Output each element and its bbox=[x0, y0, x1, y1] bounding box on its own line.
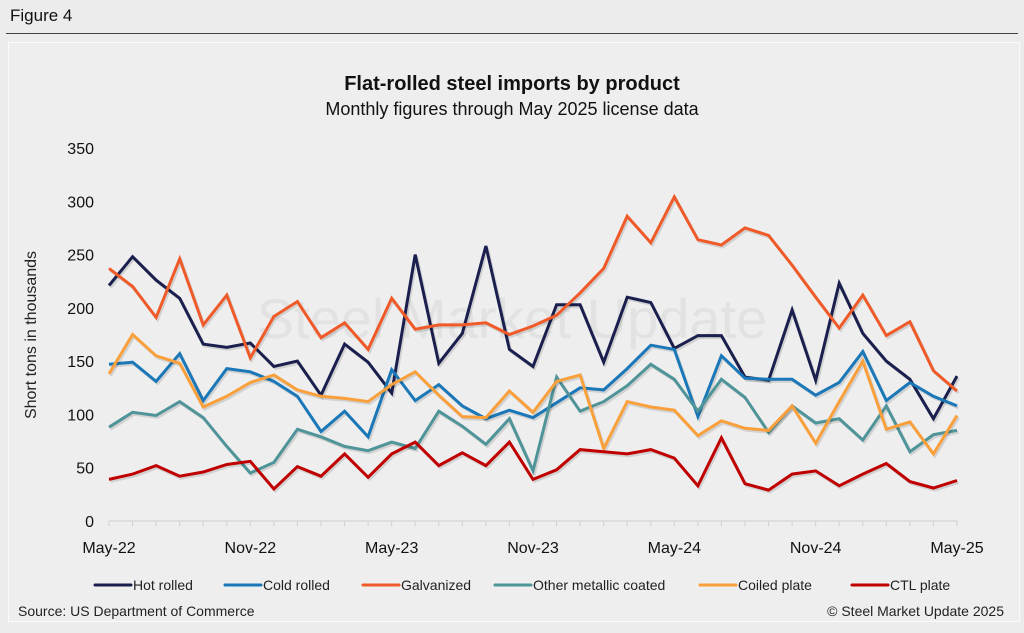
chart-title: Flat-rolled steel imports by product bbox=[344, 73, 680, 95]
x-tick-label: May-24 bbox=[648, 540, 701, 557]
y-tick-label: 100 bbox=[67, 407, 94, 424]
x-tick-label: May-25 bbox=[930, 540, 983, 557]
y-tick-label: 150 bbox=[67, 354, 94, 371]
series-line-hot-rolled bbox=[107, 245, 959, 422]
y-tick-label: 0 bbox=[85, 514, 94, 531]
series-line-other-metallic-coated bbox=[108, 362, 958, 476]
y-tick-label: 50 bbox=[76, 461, 94, 478]
y-tick-label: 350 bbox=[67, 141, 94, 158]
series-lines bbox=[107, 193, 960, 494]
legend-label: Hot rolled bbox=[133, 577, 193, 593]
legend: Hot rolled Cold rolled Galvanized Other met… bbox=[93, 577, 950, 593]
series-line-galvanized bbox=[108, 193, 958, 393]
legend-label: Coiled plate bbox=[738, 577, 812, 593]
legend-label: Galvanized bbox=[401, 577, 471, 593]
series-line-coiled-plate bbox=[107, 332, 959, 457]
figure-divider bbox=[6, 33, 1018, 34]
figure-label: Figure 4 bbox=[10, 6, 73, 25]
watermark: Steel Market Update bbox=[257, 287, 767, 350]
x-axis: May-22 Nov-22 May-23 Nov-23 May-24 Nov-24 May-… bbox=[82, 520, 984, 557]
y-axis: 0 50 100 150 200 250 300 350 Short tons in thous… bbox=[23, 141, 94, 531]
legend-item: Other metallic coated bbox=[493, 577, 665, 593]
y-tick-label: 200 bbox=[67, 301, 94, 318]
watermark-text: Steel Market Update bbox=[257, 287, 767, 350]
copyright-note: © Steel Market Update 2025 bbox=[827, 603, 1004, 619]
series-shadow bbox=[109, 364, 959, 478]
chart-subtitle: Monthly figures through May 2025 license… bbox=[325, 99, 699, 119]
series-shadow bbox=[109, 334, 960, 459]
x-tick-label: May-22 bbox=[82, 540, 135, 557]
source-note: Source: US Department of Commerce bbox=[18, 603, 255, 619]
x-tick-label: May-23 bbox=[365, 540, 418, 557]
x-tick-label: Nov-23 bbox=[507, 540, 559, 557]
legend-item: Cold rolled bbox=[223, 577, 330, 593]
legend-label: Other metallic coated bbox=[533, 577, 665, 593]
legend-item: Hot rolled bbox=[93, 577, 193, 593]
legend-label: CTL plate bbox=[890, 577, 950, 593]
y-tick-label: 250 bbox=[67, 248, 94, 265]
series-line-ctl-plate bbox=[108, 434, 958, 492]
legend-item: CTL plate bbox=[850, 577, 950, 593]
series-line-cold-rolled bbox=[108, 343, 958, 440]
legend-item: Coiled plate bbox=[698, 577, 812, 593]
x-tick-label: Nov-22 bbox=[225, 540, 277, 557]
legend-item: Galvanized bbox=[361, 577, 471, 593]
y-axis-title: Short tons in thousands bbox=[23, 251, 40, 419]
legend-label: Cold rolled bbox=[263, 577, 330, 593]
x-tick-label: Nov-24 bbox=[790, 540, 842, 557]
y-tick-label: 300 bbox=[67, 194, 94, 211]
